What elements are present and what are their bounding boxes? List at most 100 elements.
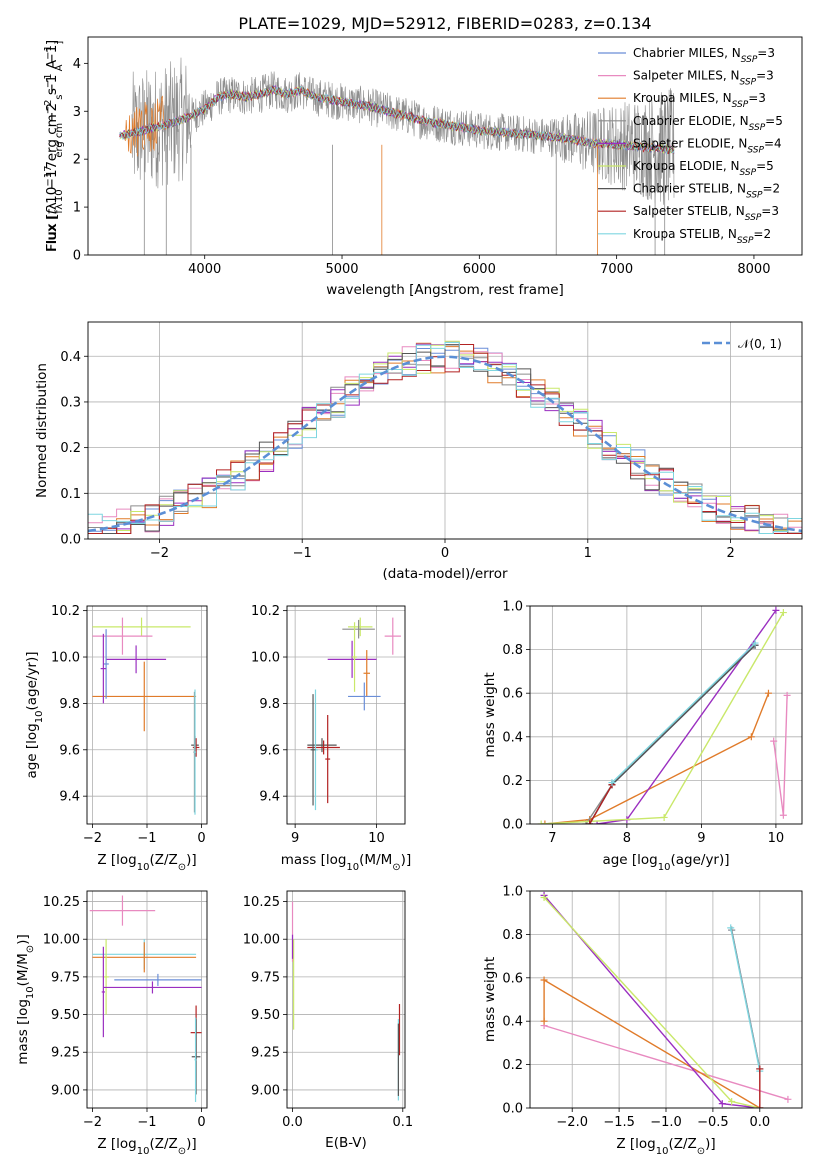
weight_vs_z-ytick-label: 0.0: [502, 1102, 523, 1117]
weight_vs_z-xtick-label: −1.5: [603, 1115, 635, 1130]
age_vs_z-xtick-label: −2: [83, 831, 102, 846]
spectrum-xtick-label: 7000: [600, 262, 633, 277]
legend-label-text: Kroupa STELIB, N: [633, 227, 737, 241]
age_vs_mass-errorbar-point: [363, 650, 371, 697]
mass_vs_z-errorbar-point: [103, 939, 109, 1015]
age_vs_mass-errorbar-point: [352, 622, 357, 692]
age_vs_mass-xlabel: mass [log10(M/M⊙)]: [281, 852, 411, 873]
weight_vs_z-series-marker: [756, 1065, 764, 1073]
age_vs_z-ytick-label: 10.0: [51, 651, 80, 666]
weight_vs_age-series-marker: [783, 691, 791, 699]
mass_vs_z-xlabel-part: (Z/Z: [149, 1136, 177, 1152]
weight_vs_age-xtick-label: 8: [623, 831, 631, 846]
weight_vs_z-series-marker: [727, 924, 735, 932]
weight_vs_age-ylabel: mass weight: [482, 672, 498, 757]
weight_vs_z-xtick-label: −0.5: [697, 1115, 729, 1130]
mass_vs_ebv-ytick-label: 9.50: [251, 1008, 280, 1023]
weight_vs_z-ytick-label: 0.2: [502, 1058, 523, 1073]
age_vs_z-ytick-label: 9.4: [59, 790, 80, 805]
legend-label-text: Salpeter STELIB, N: [633, 204, 745, 218]
mass_vs_z-errorbar-point: [101, 946, 105, 1038]
weight_vs_z-series-marker: [540, 976, 548, 984]
weight_vs_z-series-line: [730, 927, 761, 1072]
legend-label-sub: SSP: [745, 213, 762, 223]
spectrum-xtick-label: 6000: [463, 262, 496, 277]
residuals-axes: −2 −1 0 1 2 0.0 0.1 0.2 0.3 0.4 (data-model)/error…: [34, 321, 803, 582]
age_vs_mass-errorbar-point: [342, 619, 375, 639]
age_vs_z-errorbar-point: [106, 645, 167, 674]
age_vs_mass-plot-area: [307, 617, 401, 811]
spectrum-ytick-label: 4: [73, 57, 81, 72]
weight_vs_age-xtick-label: 7: [548, 831, 556, 846]
spectrum-ylabel-part: −1: [43, 45, 54, 60]
age_vs_mass-errorbar-point: [384, 617, 401, 655]
legend-label: Chabrier ELODIE, NSSP=5: [633, 114, 783, 133]
weight_vs_age-series-marker: [660, 813, 668, 821]
spectrum-xtick-label: 5000: [325, 262, 358, 277]
legend-label-text: Salpeter ELODIE, N: [633, 136, 747, 150]
age_vs_mass-ytick-label: 9.6: [259, 743, 280, 758]
spectrum-xtick-label: 4000: [188, 262, 221, 277]
spectrum-model-line: [119, 85, 675, 155]
residuals-ylabel: Normed distribution: [34, 363, 50, 498]
spectrum-ylabel-part: −17: [44, 161, 60, 190]
mass_vs_z-xlabel-part: 10: [137, 1146, 150, 1157]
age_vs_z-errorbar-point: [92, 617, 191, 637]
mass_vs_z-plot-area: [89, 895, 202, 1102]
weight_vs_z-xtick-label: 0.0: [749, 1115, 770, 1130]
weight_vs_age-series-marker: [747, 733, 755, 741]
weight_vs_age-ytick-label: 1.0: [502, 600, 523, 615]
spectrum-axes: 4000 5000 6000 7000 8000 0 1 2 3 4 wavelength [Ang…: [43, 36, 803, 298]
mass_vs_z-xlabel: Z [log10(Z/Z⊙)]: [97, 1136, 196, 1157]
legend-label-sub: SSP: [732, 100, 749, 110]
spectrum-xlabel: wavelength [Angstrom, rest frame]: [326, 282, 564, 298]
mass_vs_z-xlabel-part: )]: [186, 1136, 197, 1152]
residuals-legend: 𝒩(0, 1): [702, 337, 782, 351]
spectrum-ylabel-part: f: [44, 208, 60, 215]
weight_vs_z-series-marker: [540, 1017, 548, 1025]
age_vs_z-xlabel-part: )]: [186, 852, 197, 868]
age_vs_z-frame: [86, 605, 208, 825]
age_vs_z-errorbar-point: [103, 629, 109, 699]
residuals-ytick-label: 0.3: [60, 395, 81, 410]
age_vs_z-xtick-label: −1: [137, 831, 156, 846]
mass_vs_z-errorbar-point: [89, 895, 156, 926]
spectrum-ylabel-part: A: [54, 64, 65, 74]
legend-label-text: Chabrier STELIB, N: [633, 182, 746, 196]
weight_vs_z-xtick-label: −1.0: [650, 1115, 682, 1130]
age_vs_mass-xlabel-part: 10: [346, 862, 359, 873]
weight_vs_age-series-line: [611, 642, 756, 784]
mass_vs_z-ytick-label: 10.25: [43, 895, 80, 910]
spectrum-ylabel-part: 10: [54, 189, 65, 202]
age_vs_z-errorbar-point: [92, 661, 197, 732]
age_vs_z-ytick-label: 9.6: [59, 743, 80, 758]
residuals-xlabel: (data-model)/error: [382, 566, 508, 582]
weight_vs_z-plot-area: [540, 891, 792, 1108]
spectrum-ylabel: Flux [fλ10−17 erg cm−2 s−1 A−1]: [43, 40, 65, 252]
weight_vs_z-xlabel-part: (Z/Z: [668, 1136, 696, 1152]
mass_vs_ebv-axes: 0.0 0.1 9.00 9.25 9.50 9.75 10.00 10.25 E(B-V): [243, 890, 413, 1151]
mass_vs_ebv-ytick-label: 9.25: [251, 1046, 280, 1061]
legend-label-text: Kroupa ELODIE, N: [633, 159, 740, 173]
mass_vs_ebv-ytick-label: 10.25: [243, 895, 280, 910]
mass_vs_z-xtick-label: 0: [197, 1115, 205, 1130]
normal-curve: [88, 355, 802, 533]
weight_vs_z-ytick-label: 1.0: [502, 885, 523, 900]
mass_vs_ebv-xtick-label: 0.1: [392, 1115, 413, 1130]
legend-label-suffix: =3: [756, 69, 774, 83]
legend-label-suffix: =5: [756, 159, 774, 173]
residuals-ytick-label: 0.0: [60, 533, 81, 548]
age_vs_z-xlabel-part: ⊙: [178, 862, 186, 873]
legend-label-sub: SSP: [741, 55, 758, 65]
mass_vs_ebv-xlabel: E(B-V): [325, 1135, 367, 1151]
spectrum-plot-area: [119, 57, 675, 255]
weight_vs_z-ytick-label: 0.6: [502, 971, 523, 986]
weight_vs_z-series-marker: [756, 1104, 764, 1108]
weight_vs_age-ytick-label: 0.4: [502, 730, 523, 745]
mass_vs_z-errorbar-point: [103, 981, 202, 994]
spectrum-ylabel-part: −2: [43, 99, 54, 114]
age_vs_mass-errorbar-point: [310, 694, 316, 806]
